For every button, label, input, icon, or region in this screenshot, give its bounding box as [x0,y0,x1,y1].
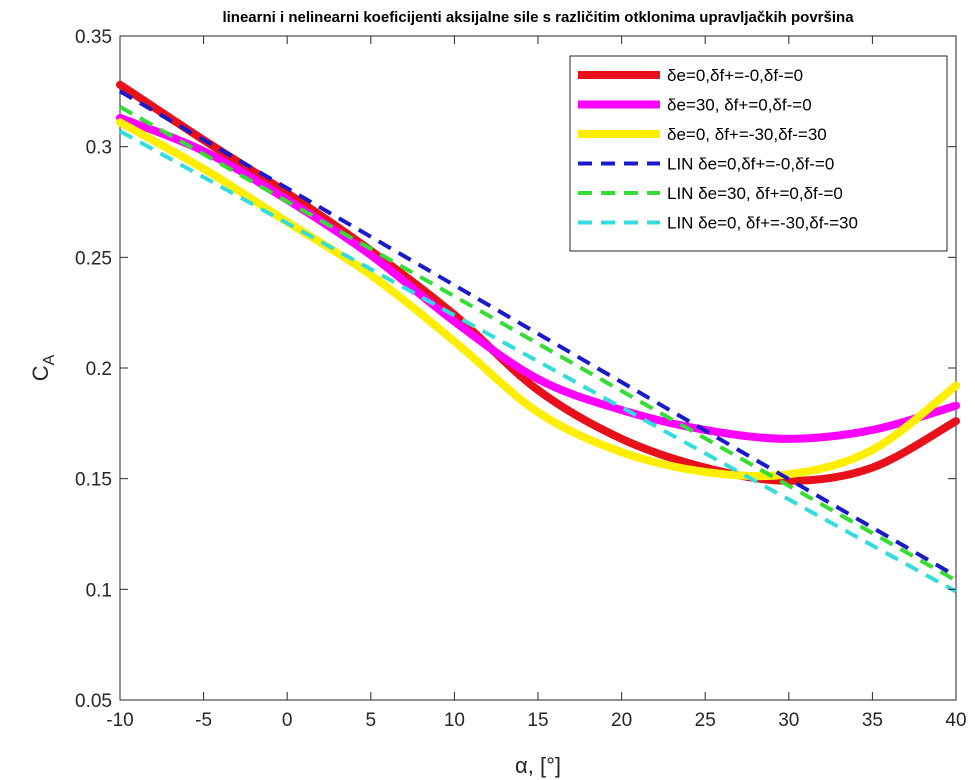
y-axis-ticks: 0.05 0.1 0.15 0.2 0.25 0.3 0.35 [75,27,956,712]
series-line-2 [116,113,960,443]
x-tick-label: -5 [195,710,212,731]
y-tick-label: 0.35 [75,27,112,48]
y-tick-label: 0.3 [86,138,112,159]
x-tick-label: 20 [611,710,632,731]
y-tick-label: 0.1 [86,580,112,601]
x-tick-label: 0 [282,710,293,731]
y-axis-label-subscript: A [41,354,58,365]
chart-title: linearni i nelinearni koeficijenti aksij… [222,9,854,26]
legend-label-6: LIN δe=0, δf+=-30,δf-=30 [667,214,858,233]
y-tick-label: 0.05 [75,691,112,712]
x-tick-label: 15 [527,710,548,731]
x-tick-label: 35 [862,710,883,731]
y-tick-label: 0.15 [75,470,112,491]
series-line-3 [116,118,960,481]
legend-label-3: δe=0, δf+=-30,δf-=30 [667,125,827,144]
x-axis-label: α, [°] [515,753,561,778]
legend-box [569,55,948,252]
legend-label-5: LIN δe=30, δf+=0,δf-=0 [667,184,843,203]
y-tick-label: 0.2 [86,359,112,380]
x-tick-label: -10 [106,710,133,731]
legend-label-2: δe=30, δf+=0,δf-=0 [667,96,812,115]
series-layer [116,80,960,594]
y-axis-label: CA [28,354,58,381]
series-line-4 [118,89,958,578]
x-tick-label: 30 [778,710,799,731]
legend: δe=0,δf+=-0,δf-=0 δe=30, δf+=0,δf-=0 δe=0,… [569,55,948,252]
svg-text:CA: CA [28,354,58,381]
x-tick-label: 40 [945,710,966,731]
x-tick-label: 10 [444,710,465,731]
series-line-1 [116,80,960,485]
legend-label-4: LIN δe=0,δf+=-0,δf-=0 [667,155,834,174]
x-axis-ticks: -10 -5 0 5 10 15 20 25 30 35 40 [106,36,967,731]
y-axis-label-main: C [28,365,53,381]
legend-items: δe=0,δf+=-0,δf-=0 δe=30, δf+=0,δf-=0 δe=0,… [578,66,858,233]
series-line-6 [119,129,957,594]
legend-label-1: δe=0,δf+=-0,δf-=0 [667,66,803,85]
x-tick-label: 5 [366,710,377,731]
x-tick-label: 25 [695,710,716,731]
y-tick-label: 0.25 [75,248,112,269]
